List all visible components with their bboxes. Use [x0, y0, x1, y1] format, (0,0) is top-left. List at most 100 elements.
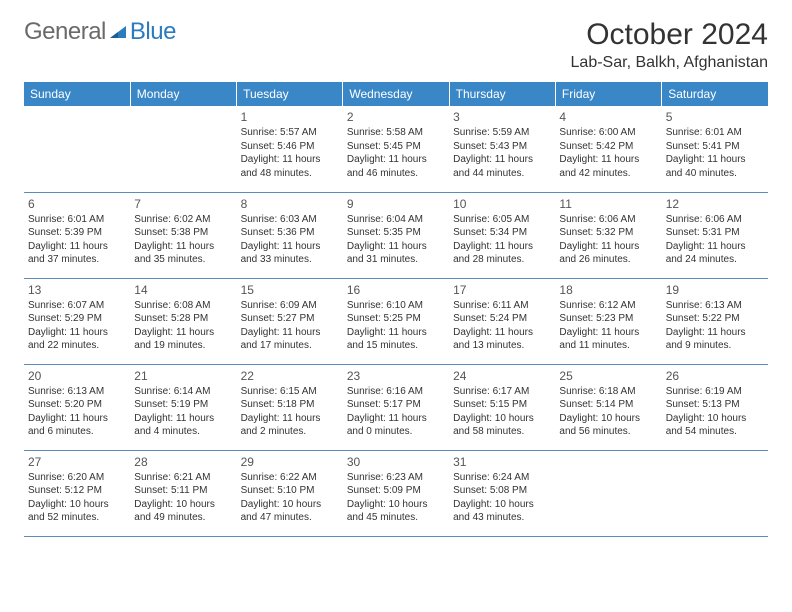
day-info: Sunrise: 6:13 AMSunset: 5:22 PMDaylight:…	[666, 299, 764, 353]
day-info: Sunrise: 6:20 AMSunset: 5:12 PMDaylight:…	[28, 471, 126, 525]
day-info: Sunrise: 6:23 AMSunset: 5:09 PMDaylight:…	[347, 471, 445, 525]
calendar-day-cell: 4Sunrise: 6:00 AMSunset: 5:42 PMDaylight…	[555, 106, 661, 192]
day-number: 5	[666, 110, 764, 124]
calendar-week-row: 1Sunrise: 5:57 AMSunset: 5:46 PMDaylight…	[24, 106, 768, 192]
calendar-day-cell	[24, 106, 130, 192]
day-info: Sunrise: 6:07 AMSunset: 5:29 PMDaylight:…	[28, 299, 126, 353]
day-info: Sunrise: 6:08 AMSunset: 5:28 PMDaylight:…	[134, 299, 232, 353]
day-info: Sunrise: 6:06 AMSunset: 5:31 PMDaylight:…	[666, 213, 764, 267]
calendar-day-cell: 9 Sunrise: 6:04 AMSunset: 5:35 PMDaylight…	[343, 192, 449, 278]
calendar-day-cell	[555, 450, 661, 536]
calendar-day-cell	[662, 450, 768, 536]
day-info: Sunrise: 6:12 AMSunset: 5:23 PMDaylight:…	[559, 299, 657, 353]
day-number: 31	[453, 455, 551, 469]
logo-text-general: General	[24, 18, 106, 46]
calendar-day-cell: 17 Sunrise: 6:11 AMSunset: 5:24 PMDayligh…	[449, 278, 555, 364]
calendar-day-cell	[130, 106, 236, 192]
calendar-day-cell: 7Sunrise: 6:02 AMSunset: 5:38 PMDaylight…	[130, 192, 236, 278]
calendar-day-cell: 24 Sunrise: 6:17 AMSunset: 5:15 PMDayligh…	[449, 364, 555, 450]
day-header: Tuesday	[237, 82, 343, 106]
day-number: 22	[241, 369, 339, 383]
title-block: October 2024 Lab-Sar, Balkh, Afghanistan	[571, 18, 768, 72]
day-number: 8	[241, 197, 339, 211]
day-number: 23	[347, 369, 445, 383]
calendar-day-cell: 28Sunrise: 6:21 AMSunset: 5:11 PMDayligh…	[130, 450, 236, 536]
calendar-day-cell: 27 Sunrise: 6:20 AMSunset: 5:12 PMDayligh…	[24, 450, 130, 536]
calendar-day-cell: 31Sunrise: 6:24 AMSunset: 5:08 PMDayligh…	[449, 450, 555, 536]
day-info: Sunrise: 5:59 AMSunset: 5:43 PMDaylight:…	[453, 126, 551, 180]
day-number: 25	[559, 369, 657, 383]
calendar-day-cell: 15Sunrise: 6:09 AMSunset: 5:27 PMDayligh…	[237, 278, 343, 364]
day-info: Sunrise: 6:14 AMSunset: 5:19 PMDaylight:…	[134, 385, 232, 439]
location-text: Lab-Sar, Balkh, Afghanistan	[571, 54, 768, 72]
calendar-day-cell: 21 Sunrise: 6:14 AMSunset: 5:19 PMDayligh…	[130, 364, 236, 450]
day-number: 2	[347, 110, 445, 124]
calendar-day-cell: 12 Sunrise: 6:06 AMSunset: 5:31 PMDayligh…	[662, 192, 768, 278]
day-header: Monday	[130, 82, 236, 106]
day-number: 17	[453, 283, 551, 297]
day-number: 1	[241, 110, 339, 124]
calendar-day-cell: 8 Sunrise: 6:03 AMSunset: 5:36 PMDaylight…	[237, 192, 343, 278]
calendar-day-cell: 3 Sunrise: 5:59 AMSunset: 5:43 PMDaylight…	[449, 106, 555, 192]
day-number: 6	[28, 197, 126, 211]
day-number: 29	[241, 455, 339, 469]
page-header: General Blue October 2024 Lab-Sar, Balkh…	[24, 18, 768, 72]
calendar-week-row: 20Sunrise: 6:13 AMSunset: 5:20 PMDayligh…	[24, 364, 768, 450]
day-header-row: Sunday Monday Tuesday Wednesday Thursday…	[24, 82, 768, 106]
calendar-day-cell: 19 Sunrise: 6:13 AMSunset: 5:22 PMDayligh…	[662, 278, 768, 364]
day-info: Sunrise: 6:13 AMSunset: 5:20 PMDaylight:…	[28, 385, 126, 439]
page-title: October 2024	[571, 18, 768, 52]
day-info: Sunrise: 6:21 AMSunset: 5:11 PMDaylight:…	[134, 471, 232, 525]
day-info: Sunrise: 6:16 AMSunset: 5:17 PMDaylight:…	[347, 385, 445, 439]
calendar-day-cell: 23 Sunrise: 6:16 AMSunset: 5:17 PMDayligh…	[343, 364, 449, 450]
day-number: 21	[134, 369, 232, 383]
day-info: Sunrise: 6:00 AMSunset: 5:42 PMDaylight:…	[559, 126, 657, 180]
day-info: Sunrise: 6:01 AMSunset: 5:41 PMDaylight:…	[666, 126, 764, 180]
calendar-day-cell: 26Sunrise: 6:19 AMSunset: 5:13 PMDayligh…	[662, 364, 768, 450]
day-info: Sunrise: 5:58 AMSunset: 5:45 PMDaylight:…	[347, 126, 445, 180]
day-header: Saturday	[662, 82, 768, 106]
day-info: Sunrise: 6:02 AMSunset: 5:38 PMDaylight:…	[134, 213, 232, 267]
day-header: Thursday	[449, 82, 555, 106]
calendar-day-cell: 16 Sunrise: 6:10 AMSunset: 5:25 PMDayligh…	[343, 278, 449, 364]
calendar-week-row: 6 Sunrise: 6:01 AMSunset: 5:39 PMDaylight…	[24, 192, 768, 278]
day-number: 3	[453, 110, 551, 124]
day-number: 19	[666, 283, 764, 297]
day-number: 10	[453, 197, 551, 211]
calendar-day-cell: 5 Sunrise: 6:01 AMSunset: 5:41 PMDaylight…	[662, 106, 768, 192]
day-info: Sunrise: 6:01 AMSunset: 5:39 PMDaylight:…	[28, 213, 126, 267]
calendar-day-cell: 29Sunrise: 6:22 AMSunset: 5:10 PMDayligh…	[237, 450, 343, 536]
calendar-table: Sunday Monday Tuesday Wednesday Thursday…	[24, 82, 768, 537]
calendar-day-cell: 30 Sunrise: 6:23 AMSunset: 5:09 PMDayligh…	[343, 450, 449, 536]
calendar-week-row: 13 Sunrise: 6:07 AMSunset: 5:29 PMDayligh…	[24, 278, 768, 364]
day-info: Sunrise: 6:05 AMSunset: 5:34 PMDaylight:…	[453, 213, 551, 267]
day-number: 16	[347, 283, 445, 297]
day-number: 12	[666, 197, 764, 211]
calendar-day-cell: 18 Sunrise: 6:12 AMSunset: 5:23 PMDayligh…	[555, 278, 661, 364]
calendar-day-cell: 14 Sunrise: 6:08 AMSunset: 5:28 PMDayligh…	[130, 278, 236, 364]
calendar-day-cell: 2 Sunrise: 5:58 AMSunset: 5:45 PMDaylight…	[343, 106, 449, 192]
day-info: Sunrise: 6:11 AMSunset: 5:24 PMDaylight:…	[453, 299, 551, 353]
day-number: 13	[28, 283, 126, 297]
day-number: 18	[559, 283, 657, 297]
calendar-day-cell: 1Sunrise: 5:57 AMSunset: 5:46 PMDaylight…	[237, 106, 343, 192]
day-number: 14	[134, 283, 232, 297]
calendar-day-cell: 20Sunrise: 6:13 AMSunset: 5:20 PMDayligh…	[24, 364, 130, 450]
calendar-week-row: 27 Sunrise: 6:20 AMSunset: 5:12 PMDayligh…	[24, 450, 768, 536]
day-number: 11	[559, 197, 657, 211]
calendar-day-cell: 11Sunrise: 6:06 AMSunset: 5:32 PMDayligh…	[555, 192, 661, 278]
day-header: Friday	[555, 82, 661, 106]
day-number: 24	[453, 369, 551, 383]
day-info: Sunrise: 6:10 AMSunset: 5:25 PMDaylight:…	[347, 299, 445, 353]
day-number: 9	[347, 197, 445, 211]
day-number: 27	[28, 455, 126, 469]
day-header: Sunday	[24, 82, 130, 106]
day-number: 30	[347, 455, 445, 469]
day-info: Sunrise: 6:03 AMSunset: 5:36 PMDaylight:…	[241, 213, 339, 267]
day-info: Sunrise: 6:17 AMSunset: 5:15 PMDaylight:…	[453, 385, 551, 439]
calendar-day-cell: 6 Sunrise: 6:01 AMSunset: 5:39 PMDaylight…	[24, 192, 130, 278]
logo-icon	[108, 22, 128, 42]
day-info: Sunrise: 6:04 AMSunset: 5:35 PMDaylight:…	[347, 213, 445, 267]
day-info: Sunrise: 6:15 AMSunset: 5:18 PMDaylight:…	[241, 385, 339, 439]
day-number: 26	[666, 369, 764, 383]
